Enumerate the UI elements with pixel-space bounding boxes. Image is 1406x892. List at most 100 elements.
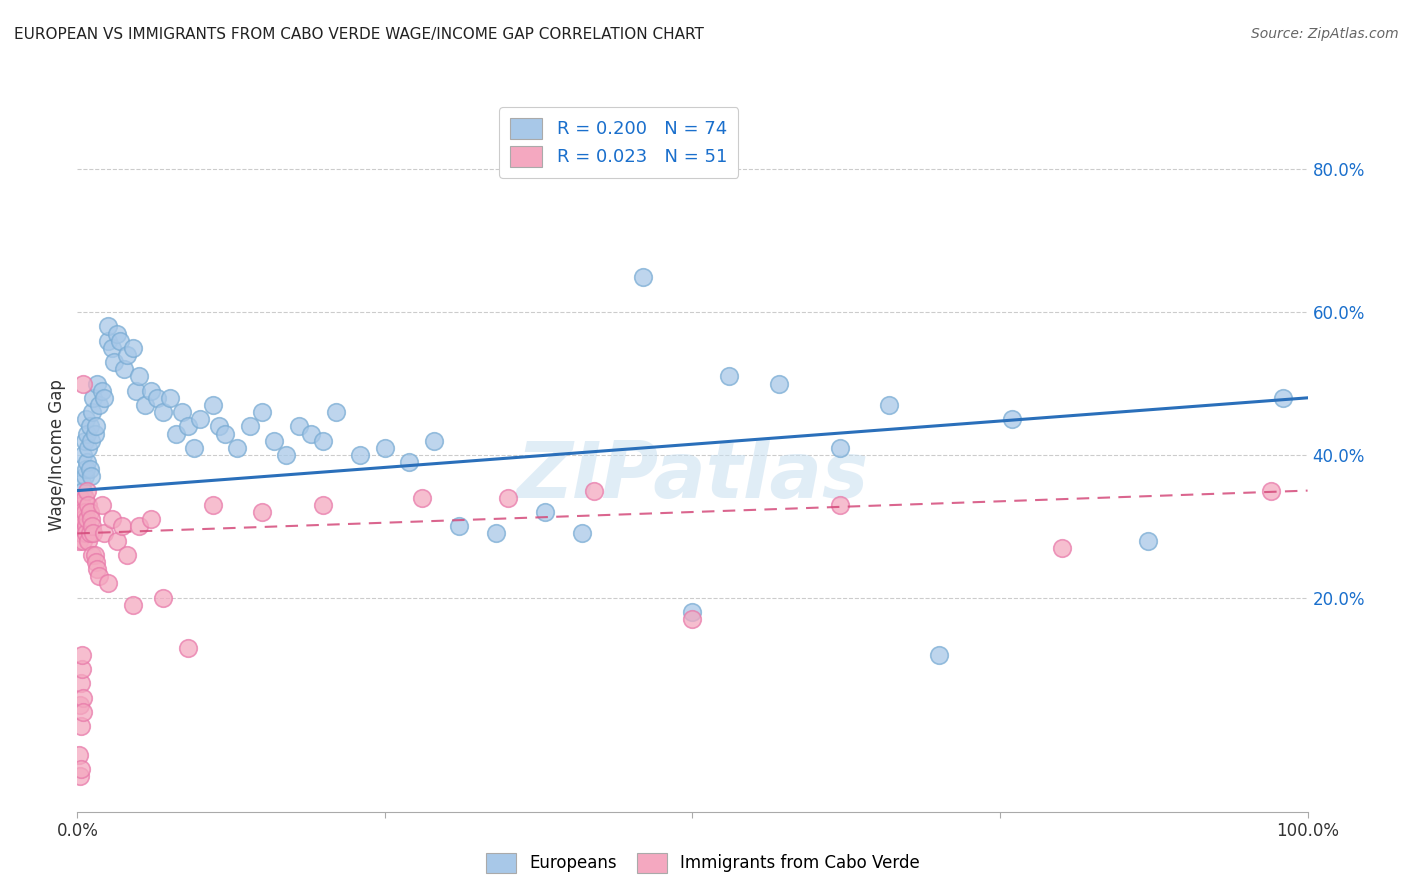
Point: [128, 519, 150, 533]
Point: [75, 526, 97, 541]
Point: [89, 569, 111, 583]
Point: [190, 412, 212, 426]
Point: [447, 519, 470, 533]
Point: [411, 491, 433, 505]
Point: [70, 648, 93, 662]
Point: [70, 512, 93, 526]
Point: [82, 526, 104, 541]
Y-axis label: Wage/Income Gap: Wage/Income Gap: [48, 379, 66, 531]
Point: [72, 376, 94, 391]
Point: [312, 498, 335, 512]
Point: [82, 548, 104, 562]
Point: [374, 441, 396, 455]
Text: Source: ZipAtlas.com: Source: ZipAtlas.com: [1251, 27, 1399, 41]
Point: [103, 355, 125, 369]
Point: [75, 519, 97, 533]
Point: [79, 505, 101, 519]
Point: [152, 591, 174, 605]
Point: [288, 419, 311, 434]
Point: [77, 441, 100, 455]
Point: [633, 269, 655, 284]
Point: [312, 434, 335, 448]
Point: [423, 434, 446, 448]
Point: [72, 705, 94, 719]
Point: [70, 526, 93, 541]
Point: [170, 405, 193, 419]
Point: [485, 526, 508, 541]
Point: [75, 462, 97, 476]
Point: [239, 419, 262, 434]
Point: [718, 369, 741, 384]
Point: [112, 362, 135, 376]
Point: [121, 598, 143, 612]
Point: [82, 405, 104, 419]
Point: [76, 455, 98, 469]
Point: [93, 391, 115, 405]
Point: [111, 519, 132, 533]
Point: [879, 398, 901, 412]
Point: [263, 434, 285, 448]
Text: EUROPEAN VS IMMIGRANTS FROM CABO VERDE WAGE/INCOME GAP CORRELATION CHART: EUROPEAN VS IMMIGRANTS FROM CABO VERDE W…: [14, 27, 704, 42]
Point: [165, 426, 187, 441]
Point: [72, 448, 94, 462]
Point: [299, 426, 322, 441]
Point: [83, 548, 105, 562]
Point: [177, 419, 200, 434]
Point: [70, 526, 93, 541]
Point: [86, 562, 108, 576]
Point: [1260, 483, 1282, 498]
Point: [82, 519, 104, 533]
Point: [768, 376, 790, 391]
Point: [115, 348, 138, 362]
Point: [70, 505, 93, 519]
Point: [682, 605, 704, 619]
Point: [93, 526, 115, 541]
Point: [67, 533, 90, 548]
Point: [534, 505, 557, 519]
Point: [77, 533, 100, 548]
Point: [79, 526, 101, 541]
Point: [73, 505, 96, 519]
Point: [276, 448, 298, 462]
Point: [69, 519, 91, 533]
Point: [1272, 391, 1295, 405]
Point: [72, 483, 94, 498]
Text: ZIPatlas: ZIPatlas: [516, 438, 869, 515]
Point: [141, 512, 163, 526]
Point: [208, 419, 231, 434]
Point: [73, 434, 96, 448]
Point: [1050, 541, 1073, 555]
Point: [325, 405, 347, 419]
Point: [398, 455, 420, 469]
Point: [159, 391, 181, 405]
Point: [349, 448, 371, 462]
Point: [97, 576, 120, 591]
Point: [69, 491, 91, 505]
Point: [250, 405, 273, 419]
Point: [583, 483, 606, 498]
Point: [830, 498, 852, 512]
Point: [70, 719, 93, 733]
Point: [101, 341, 124, 355]
Point: [70, 476, 93, 491]
Point: [496, 491, 519, 505]
Point: [72, 533, 94, 548]
Point: [134, 398, 156, 412]
Point: [77, 498, 100, 512]
Point: [67, 747, 90, 762]
Point: [152, 405, 174, 419]
Point: [146, 391, 169, 405]
Point: [128, 369, 150, 384]
Point: [201, 498, 224, 512]
Point: [115, 548, 138, 562]
Point: [70, 762, 93, 776]
Point: [73, 491, 96, 505]
Point: [214, 426, 236, 441]
Point: [80, 512, 103, 526]
Point: [226, 441, 249, 455]
Point: [250, 505, 273, 519]
Point: [1001, 412, 1024, 426]
Point: [70, 498, 93, 512]
Point: [82, 391, 104, 405]
Point: [105, 533, 128, 548]
